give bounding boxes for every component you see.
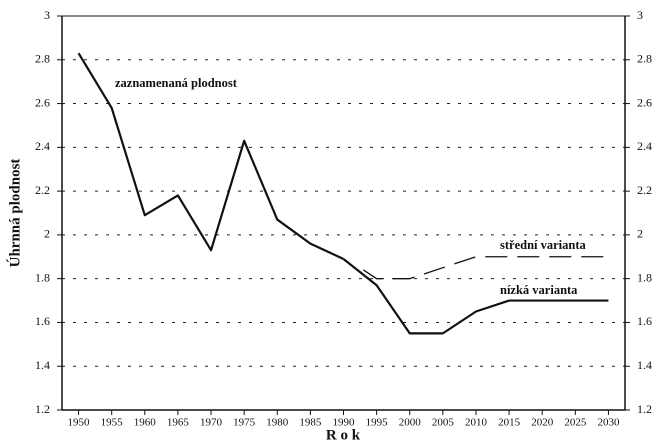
y2-tick-label: 2.8 xyxy=(637,52,652,66)
series-label: nízká varianta xyxy=(500,283,578,297)
y-axis-label: Úhrnná plodnost xyxy=(6,159,23,268)
y2-tick-label: 1.6 xyxy=(637,314,652,328)
y2-tick-label: 2.6 xyxy=(637,95,652,109)
y-tick-label: 2.2 xyxy=(35,183,50,197)
y2-tick-label: 3 xyxy=(637,8,643,22)
x-tick-label: 1955 xyxy=(101,417,124,429)
y-tick-label: 2 xyxy=(44,227,50,241)
x-tick-label: 1960 xyxy=(134,417,157,429)
x-tick-label: 1950 xyxy=(68,417,91,429)
y2-tick-label: 1.8 xyxy=(637,270,652,284)
x-axis-label: R o k xyxy=(326,427,361,443)
y-tick-label: 3 xyxy=(44,8,50,22)
y2-tick-label: 2 xyxy=(637,227,643,241)
y-tick-label: 1.6 xyxy=(35,314,50,328)
y-tick-label: 2.6 xyxy=(35,95,50,109)
series-label: střední varianta xyxy=(500,238,587,252)
x-tick-label: 2025 xyxy=(564,417,587,429)
x-tick-label: 1965 xyxy=(167,417,190,429)
y-tick-label: 1.8 xyxy=(35,270,50,284)
x-tick-label: 2000 xyxy=(399,417,422,429)
x-tick-label: 1985 xyxy=(299,417,322,429)
x-tick-label: 2015 xyxy=(498,417,521,429)
x-tick-label: 1995 xyxy=(366,417,389,429)
x-tick-label: 1975 xyxy=(233,417,256,429)
x-tick-label: 1990 xyxy=(333,417,356,429)
x-tick-label: 1980 xyxy=(266,417,289,429)
y2-tick-label: 2.2 xyxy=(637,183,652,197)
x-tick-label: 2010 xyxy=(465,417,488,429)
y2-tick-label: 2.4 xyxy=(637,139,652,153)
series-label: zaznamenaná plodnost xyxy=(115,76,238,90)
series-line xyxy=(77,52,344,260)
x-tick-label: 2005 xyxy=(432,417,455,429)
x-tick-label: 1970 xyxy=(200,417,223,429)
x-tick-label: 2020 xyxy=(531,417,554,429)
x-tick-label: 2030 xyxy=(597,417,620,429)
series-line xyxy=(363,256,609,280)
y-tick-label: 2.8 xyxy=(35,52,50,66)
series-line xyxy=(342,258,609,335)
y-tick-label: 2.4 xyxy=(35,139,50,153)
y2-tick-label: 1.4 xyxy=(637,358,652,372)
y-tick-label: 1.2 xyxy=(35,402,50,416)
y2-tick-label: 1.2 xyxy=(637,402,652,416)
y-tick-label: 1.4 xyxy=(35,358,50,372)
